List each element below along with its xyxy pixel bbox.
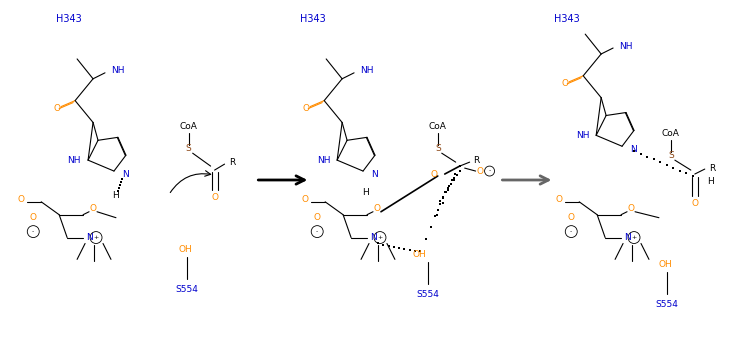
Text: O: O bbox=[568, 213, 574, 222]
Text: OH: OH bbox=[179, 245, 192, 254]
Text: NH: NH bbox=[619, 42, 633, 50]
Text: CoA: CoA bbox=[429, 122, 447, 131]
Text: -: - bbox=[316, 229, 319, 234]
Text: H343: H343 bbox=[301, 14, 326, 24]
Text: S554: S554 bbox=[416, 290, 439, 299]
Text: CoA: CoA bbox=[180, 122, 198, 131]
Text: S: S bbox=[435, 144, 441, 153]
Text: R: R bbox=[230, 158, 236, 166]
Text: N: N bbox=[86, 233, 93, 242]
Text: -: - bbox=[570, 229, 572, 234]
Text: +: + bbox=[93, 235, 98, 240]
Text: N: N bbox=[630, 145, 637, 154]
Text: S: S bbox=[186, 144, 192, 153]
Text: CoA: CoA bbox=[662, 129, 680, 138]
Text: O: O bbox=[18, 195, 25, 204]
Text: NH: NH bbox=[68, 156, 81, 165]
Text: H343: H343 bbox=[56, 14, 82, 24]
Text: NH: NH bbox=[111, 66, 125, 75]
Text: S554: S554 bbox=[656, 300, 678, 309]
Text: -: - bbox=[489, 169, 491, 174]
Text: O: O bbox=[211, 193, 218, 202]
Text: O: O bbox=[430, 170, 438, 179]
Text: R: R bbox=[474, 156, 480, 165]
Text: H: H bbox=[113, 192, 119, 200]
Text: N: N bbox=[371, 170, 377, 179]
Text: O: O bbox=[556, 195, 562, 204]
Text: S554: S554 bbox=[175, 285, 198, 294]
Text: O: O bbox=[301, 195, 309, 204]
Text: O: O bbox=[374, 204, 380, 213]
Text: O: O bbox=[303, 104, 310, 113]
Text: O: O bbox=[692, 199, 698, 208]
Text: S: S bbox=[668, 151, 674, 160]
Text: O: O bbox=[562, 79, 568, 88]
Text: +: + bbox=[377, 235, 383, 240]
Text: N: N bbox=[370, 233, 377, 242]
Text: NH: NH bbox=[576, 131, 589, 140]
Text: H: H bbox=[706, 178, 713, 187]
Text: O: O bbox=[54, 104, 60, 113]
Text: O: O bbox=[476, 166, 483, 175]
Text: NH: NH bbox=[316, 156, 330, 165]
Text: H: H bbox=[362, 188, 369, 197]
Text: +: + bbox=[631, 235, 636, 240]
Text: O: O bbox=[90, 204, 96, 213]
Text: -: - bbox=[32, 229, 34, 234]
Text: O: O bbox=[30, 213, 37, 222]
Text: R: R bbox=[709, 164, 715, 173]
Text: N: N bbox=[624, 233, 631, 242]
Text: H343: H343 bbox=[554, 14, 580, 24]
Text: OH: OH bbox=[413, 250, 427, 259]
Text: O: O bbox=[627, 204, 635, 213]
Text: OH: OH bbox=[659, 260, 673, 269]
Text: N: N bbox=[122, 170, 129, 179]
Text: O: O bbox=[314, 213, 321, 222]
Text: NH: NH bbox=[360, 66, 374, 75]
